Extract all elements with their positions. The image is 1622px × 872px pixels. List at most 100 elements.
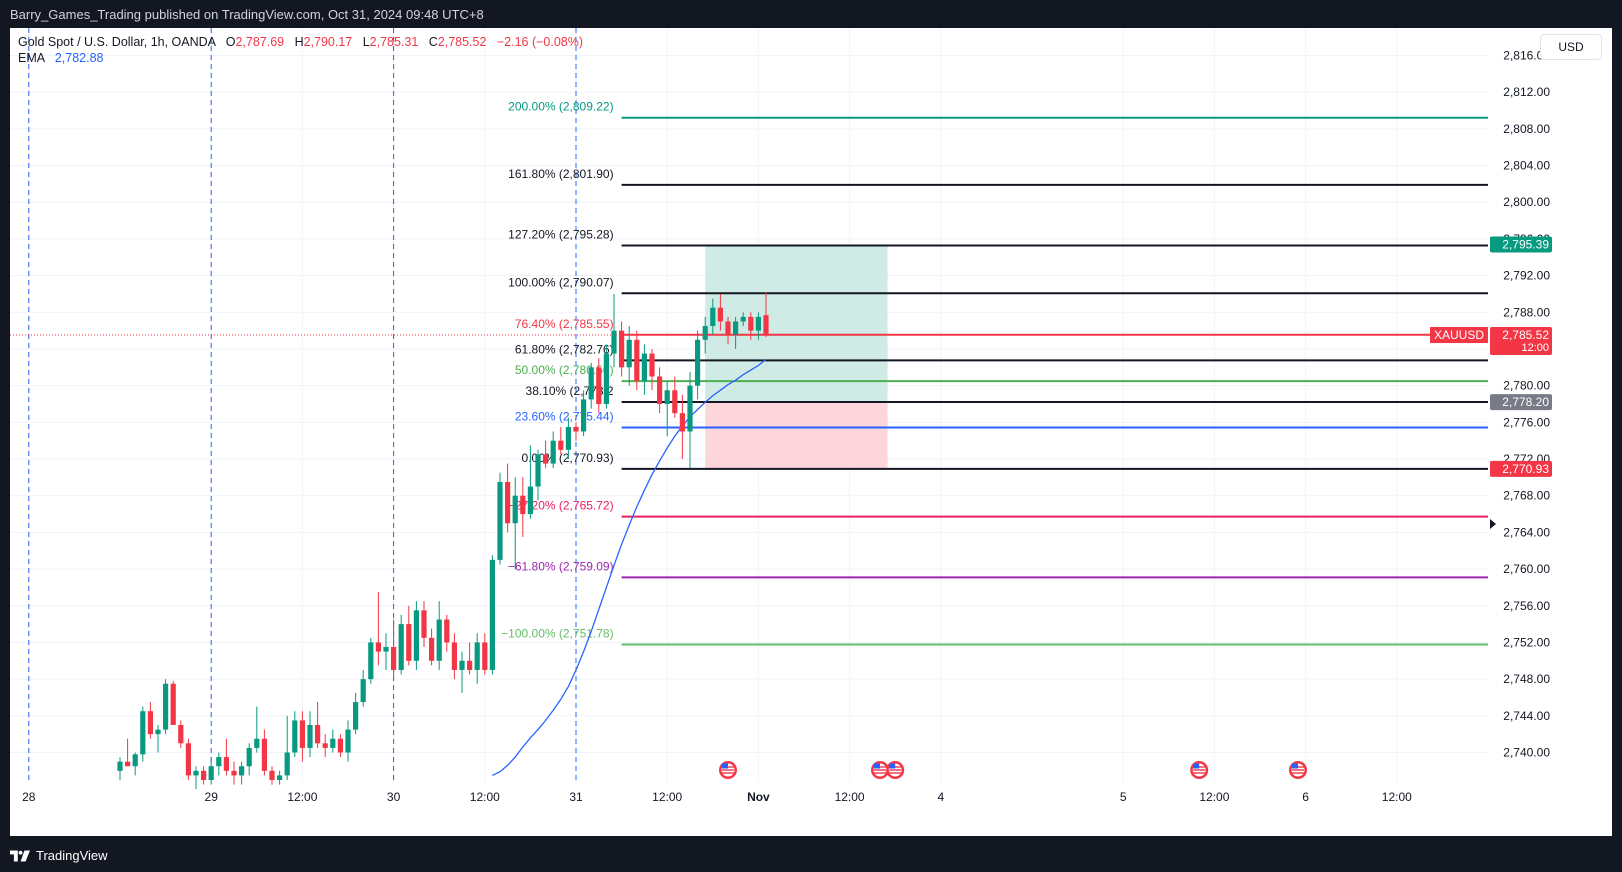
candle-body bbox=[429, 637, 435, 661]
candle-body bbox=[740, 316, 746, 322]
candle-body bbox=[132, 754, 138, 767]
candle-body bbox=[391, 647, 397, 670]
candle bbox=[474, 633, 480, 684]
price-badge-text: 2,778.20 bbox=[1502, 395, 1549, 409]
price-badge-bg bbox=[1490, 327, 1552, 356]
price-badge-bg bbox=[1490, 236, 1552, 253]
candle-body bbox=[710, 307, 716, 327]
candle-body bbox=[421, 610, 427, 638]
candle-body bbox=[337, 738, 343, 753]
candle bbox=[717, 293, 723, 331]
candle-body bbox=[155, 729, 161, 735]
candle bbox=[763, 292, 769, 337]
candle bbox=[391, 619, 397, 680]
publisher-bar: Barry_Games_Trading published on Trading… bbox=[0, 0, 1622, 28]
fib-level-label: 200.00% (2,809.22) bbox=[508, 100, 613, 114]
candle bbox=[748, 312, 754, 340]
symbol-tag-bg bbox=[1430, 327, 1488, 344]
time-tick-label: 12:00 bbox=[652, 790, 682, 804]
candle bbox=[375, 592, 381, 666]
candle-body bbox=[733, 321, 739, 336]
candle bbox=[619, 321, 625, 377]
candle bbox=[231, 761, 237, 785]
candle-body bbox=[406, 624, 412, 661]
candle-body bbox=[527, 486, 533, 515]
time-tick-label: 12:00 bbox=[470, 790, 500, 804]
candle bbox=[649, 348, 655, 391]
price-badge: 2,770.93 bbox=[1490, 460, 1552, 477]
candle-body bbox=[239, 766, 245, 776]
candle bbox=[277, 770, 283, 785]
candle-body bbox=[474, 642, 480, 670]
candle-body bbox=[315, 724, 321, 744]
time-tick-label: Nov bbox=[747, 790, 770, 804]
candle bbox=[299, 711, 305, 762]
time-tick-label: 28 bbox=[22, 790, 36, 804]
candles bbox=[117, 292, 769, 790]
event-icon-canton bbox=[889, 763, 896, 769]
open-label: O bbox=[225, 35, 236, 49]
candle-body bbox=[543, 454, 549, 464]
candle-body bbox=[717, 307, 723, 322]
candle-body bbox=[664, 390, 670, 404]
candle bbox=[497, 472, 503, 565]
ema-value: 2,782.88 bbox=[54, 51, 104, 65]
scroll-right-arrow-icon bbox=[1490, 519, 1496, 529]
candle-body bbox=[125, 761, 131, 767]
candle bbox=[315, 702, 321, 748]
candle bbox=[254, 706, 260, 753]
candle bbox=[725, 316, 731, 345]
candle-body bbox=[467, 660, 473, 670]
candle bbox=[406, 605, 412, 666]
candle-body bbox=[147, 711, 153, 735]
candle-body bbox=[550, 440, 556, 464]
candle-body bbox=[459, 660, 465, 670]
candle bbox=[451, 633, 457, 680]
chart-frame[interactable]: 200.00% (2,809.22) 161.80% (2,801.90) 127.… bbox=[10, 28, 1612, 836]
candle bbox=[710, 298, 716, 336]
tradingview-logo[interactable]: TradingView bbox=[10, 848, 108, 863]
candle-body bbox=[588, 367, 594, 400]
candle bbox=[353, 692, 359, 735]
candle-body bbox=[565, 426, 571, 450]
low-value: 2,785.31 bbox=[369, 35, 419, 49]
candle bbox=[733, 316, 739, 349]
candle bbox=[702, 316, 708, 354]
candle bbox=[368, 637, 374, 684]
tradingview-logo-text: TradingView bbox=[36, 848, 108, 863]
fib-level-label: 127.20% (2,795.28) bbox=[508, 228, 613, 242]
candle bbox=[140, 706, 146, 762]
candle bbox=[520, 477, 526, 537]
candle-body bbox=[216, 757, 222, 767]
candle bbox=[239, 761, 245, 785]
price-tick-label: 2,744.00 bbox=[1503, 709, 1550, 723]
price-tick-label: 2,816.00 bbox=[1503, 49, 1550, 63]
price-tick-label: 2,788.00 bbox=[1503, 305, 1550, 319]
candle bbox=[634, 330, 640, 391]
candle bbox=[208, 757, 214, 785]
ema-label[interactable]: EMA bbox=[18, 51, 45, 65]
event-icon-canton bbox=[1292, 763, 1298, 769]
candle-body bbox=[596, 367, 602, 404]
symbol-name[interactable]: Gold Spot / U.S. Dollar, 1h, OANDA bbox=[18, 35, 216, 49]
candle bbox=[695, 330, 701, 400]
candle-body bbox=[702, 326, 708, 340]
price-chart[interactable]: 200.00% (2,809.22) 161.80% (2,801.90) 127.… bbox=[10, 28, 1612, 836]
candle-body bbox=[634, 339, 640, 382]
candle-body bbox=[603, 353, 609, 404]
candle-body bbox=[497, 481, 503, 560]
price-tick-label: 2,776.00 bbox=[1503, 415, 1550, 429]
fib-level-label: −100.00% (2,751.78) bbox=[501, 626, 613, 640]
price-badge-text: 2,795.39 bbox=[1502, 238, 1549, 252]
currency-button[interactable]: USD bbox=[1540, 34, 1602, 60]
us-flag-event-icon bbox=[1289, 761, 1307, 779]
candle bbox=[550, 431, 556, 469]
price-tick-label: 2,740.00 bbox=[1503, 745, 1550, 759]
price-badge: 2,795.39 bbox=[1490, 236, 1552, 253]
price-badge-bg bbox=[1490, 460, 1552, 477]
candle-body bbox=[208, 766, 214, 780]
us-flag-event-icon bbox=[886, 761, 905, 779]
price-tick-label: 2,792.00 bbox=[1503, 269, 1550, 283]
candle bbox=[345, 720, 351, 762]
candle bbox=[284, 715, 290, 780]
